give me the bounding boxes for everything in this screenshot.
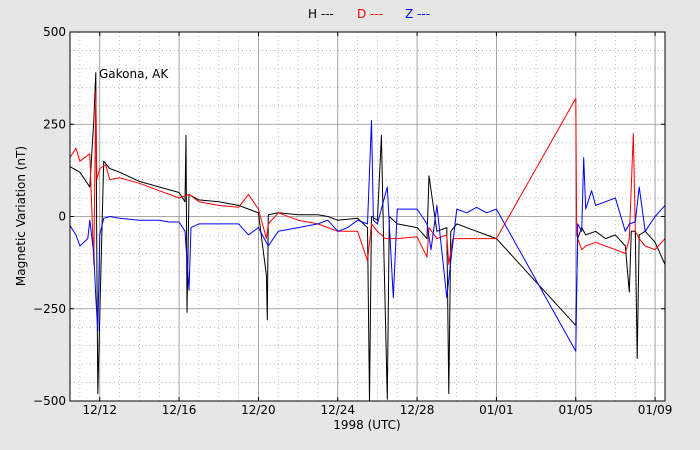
series-line-d [70,90,665,265]
x-tick-label: 12/20 [241,403,276,417]
y-tick-label: −250 [33,302,66,316]
y-tick-label: 250 [43,117,66,131]
x-axis-label: 1998 (UTC) [333,418,401,432]
x-tick-label: 01/09 [638,403,673,417]
y-axis-label: Magnetic Variation (nT) [14,146,28,286]
legend-h: H --- [308,7,334,21]
legend: H --- D --- Z --- [308,7,430,21]
x-tick-label: 12/16 [162,403,197,417]
x-tick-label: 12/24 [320,403,355,417]
y-tick-label: 0 [58,210,66,224]
legend-d: D --- [357,7,383,21]
x-tick-label: 12/12 [82,403,117,417]
x-tick-label: 01/01 [479,403,514,417]
series-line-z [70,120,665,352]
station-annotation: Gakona, AK [99,67,169,81]
series-lines [70,72,665,401]
axis-ticks: 500 250 0 −250 −500 12/12 12/16 12/20 12/24 12/28… [33,25,672,417]
x-tick-label: 01/05 [558,403,593,417]
x-tick-label: 12/28 [400,403,435,417]
series-line-h [70,72,665,401]
legend-z: Z --- [405,7,430,21]
y-tick-label: −500 [33,394,66,408]
y-tick-label: 500 [43,25,66,39]
